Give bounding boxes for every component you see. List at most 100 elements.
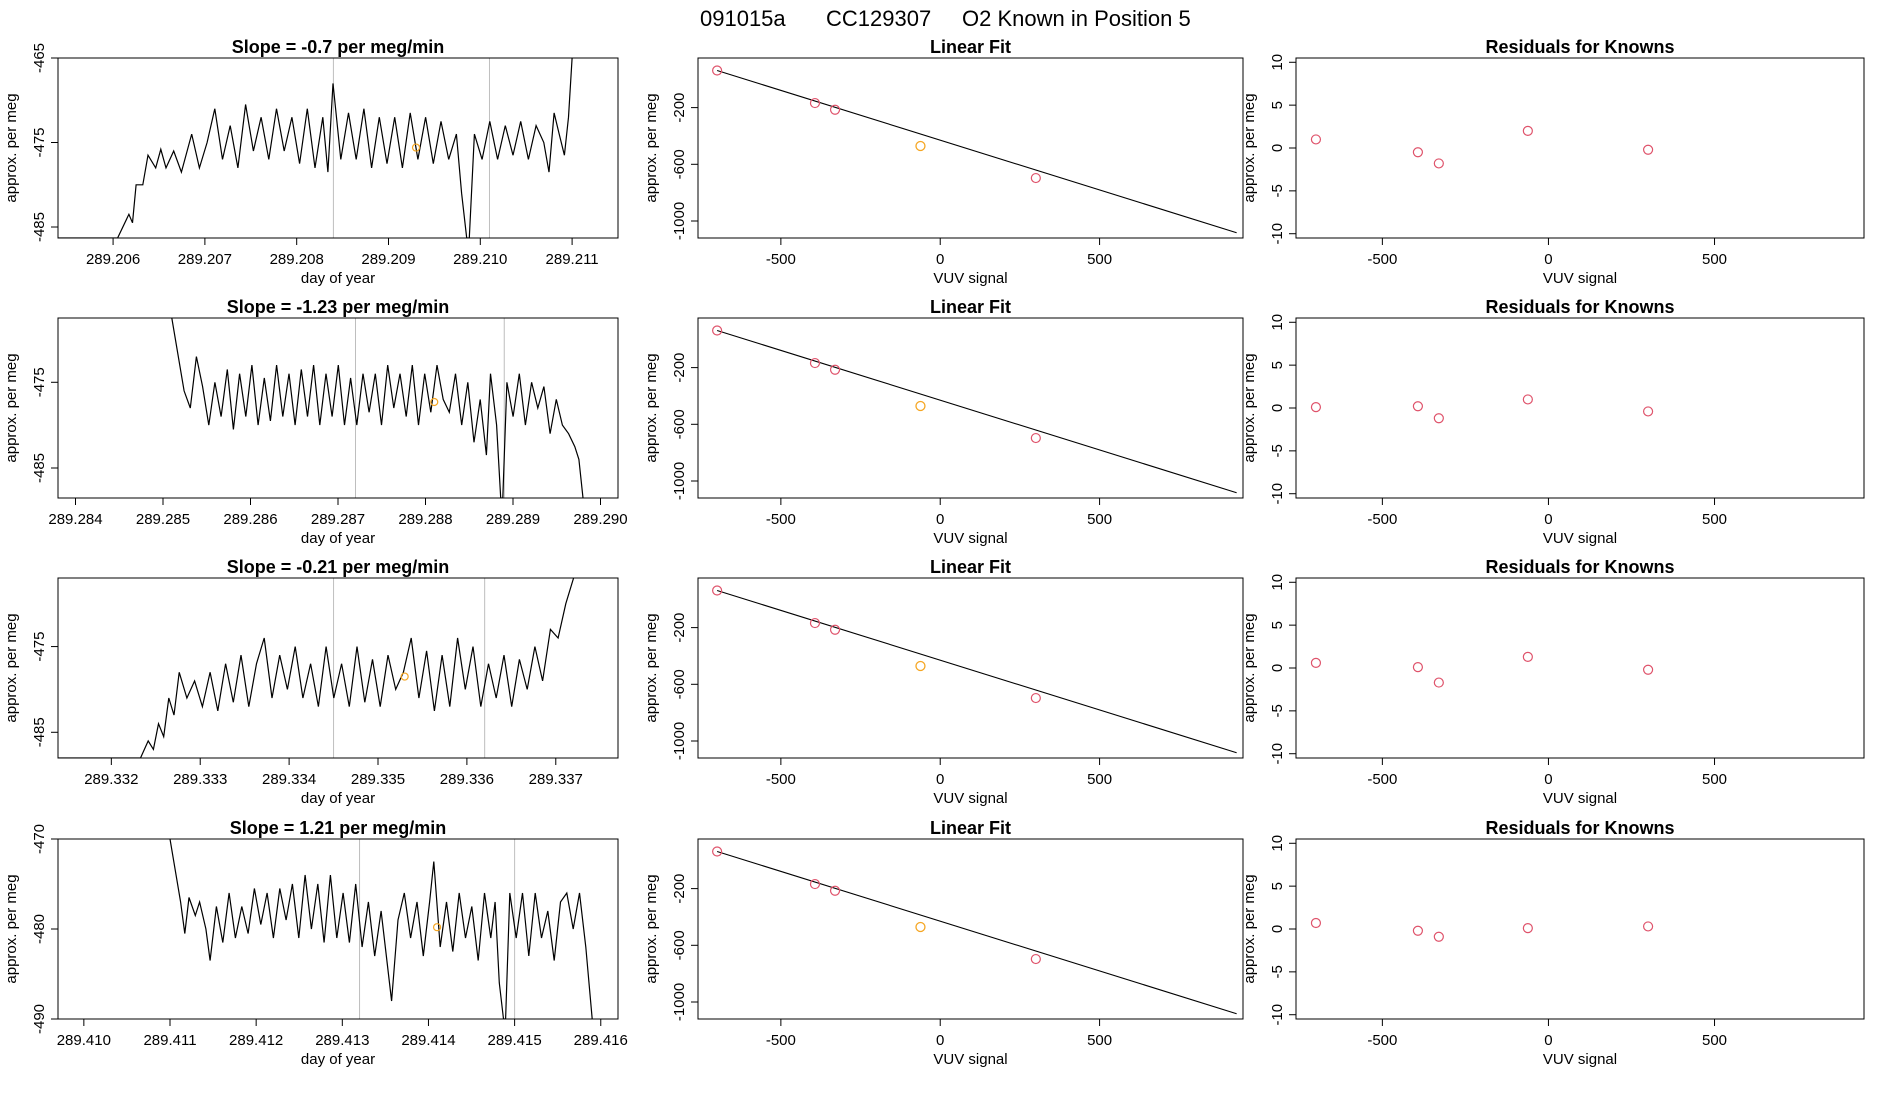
- known-point: [1030, 953, 1041, 965]
- known-point: [1310, 657, 1322, 668]
- y-tick-label: -475: [31, 632, 48, 662]
- plot-area: [169, 839, 593, 1019]
- x-axis-label: VUV signal: [1543, 790, 1617, 807]
- y-axis-label: approx. per meg: [1241, 353, 1258, 462]
- y-axis-label: approx. per meg: [3, 874, 20, 983]
- x-axis: -500 0 500: [1367, 1018, 1727, 1049]
- y-tick-label: -1000: [671, 202, 688, 240]
- x-tick-label: 289.210: [453, 251, 507, 268]
- y-tick-label: 5: [1269, 621, 1286, 629]
- figure-title-id: 091015a: [700, 6, 786, 31]
- figure-title-cylinder: CC129307: [826, 6, 931, 31]
- x-axis: 289.206 289.207 289.208 289.209 289.210 289.2…: [86, 237, 599, 268]
- y-tick-label: -480: [31, 914, 48, 944]
- y-tick-label: -1000: [671, 983, 688, 1021]
- panel-r3c3: Residuals for Knowns VUV signal approx. pe…: [1241, 557, 1865, 807]
- panel-title: Slope = -0.21 per meg/min: [227, 557, 450, 577]
- y-tick-label: -485: [31, 212, 48, 242]
- x-tick-label: 0: [1544, 1032, 1552, 1049]
- y-axis: -475 -485: [31, 367, 59, 483]
- x-tick-label: 0: [936, 511, 944, 528]
- y-tick-label: 5: [1269, 882, 1286, 890]
- panel-title: Slope = 1.21 per meg/min: [230, 818, 447, 838]
- known-point: [1030, 432, 1041, 444]
- signal-trace: [171, 318, 584, 498]
- known-point: [1522, 651, 1533, 662]
- sample-mean-marker: [400, 672, 409, 681]
- y-axis-label: approx. per meg: [643, 93, 660, 202]
- panel-title: Linear Fit: [930, 557, 1011, 577]
- x-tick-label: 0: [1544, 251, 1552, 268]
- known-point: [1310, 917, 1322, 929]
- x-tick-label: 289.410: [57, 1032, 111, 1049]
- plot-frame: [697, 577, 1244, 759]
- panel-r4c1: Slope = 1.21 per meg/min day of year appro…: [3, 818, 628, 1068]
- x-tick-label: -500: [1367, 771, 1397, 788]
- x-tick-label: 289.337: [529, 771, 583, 788]
- x-tick-label: -500: [766, 771, 796, 788]
- panel-r2c3: Residuals for Knowns VUV signal approx. pe…: [1241, 297, 1865, 547]
- x-tick-label: 289.289: [486, 511, 540, 528]
- x-tick-label: 289.208: [270, 251, 324, 268]
- panel-title: Residuals for Knowns: [1485, 37, 1674, 57]
- plot-area: [712, 846, 1237, 1015]
- y-tick-label: 5: [1269, 361, 1286, 369]
- y-tick-label: -200: [671, 93, 688, 123]
- panel-r2c2: Linear Fit VUV signal approx. per meg -500 0…: [643, 297, 1244, 547]
- x-tick-label: 0: [936, 251, 944, 268]
- x-tick-label: 289.207: [178, 251, 232, 268]
- known-point: [712, 846, 723, 857]
- panel-r1c2: Linear Fit VUV signal approx. per meg -500 0…: [643, 37, 1244, 287]
- figure-title-description: O2 Known in Position 5: [962, 6, 1191, 31]
- known-point: [1433, 677, 1444, 688]
- known-point: [1522, 394, 1533, 405]
- known-point: [1522, 923, 1533, 934]
- panel-title: Linear Fit: [930, 37, 1011, 57]
- signal-trace: [58, 58, 573, 238]
- x-axis-label: VUV signal: [933, 270, 1007, 287]
- x-tick-label: 289.206: [86, 251, 140, 268]
- known-point: [829, 364, 841, 375]
- sample-mean-marker: [411, 143, 421, 152]
- panel-title: Residuals for Knowns: [1485, 557, 1674, 577]
- y-tick-label: 10: [1269, 574, 1286, 591]
- y-tick-label: -200: [671, 353, 688, 383]
- known-point: [1433, 158, 1444, 169]
- x-tick-label: 0: [1544, 511, 1552, 528]
- panel-r2c1: Slope = -1.23 per meg/min day of year appr…: [3, 297, 628, 547]
- x-tick-label: -500: [1367, 1032, 1397, 1049]
- panel-r4c3: Residuals for Knowns VUV signal approx. pe…: [1241, 818, 1865, 1068]
- panel-title: Residuals for Knowns: [1485, 297, 1674, 317]
- x-axis-label: VUV signal: [1543, 270, 1617, 287]
- y-tick-label: -5: [1269, 965, 1286, 978]
- x-tick-label: 0: [1544, 771, 1552, 788]
- x-axis-label: VUV signal: [1543, 530, 1617, 547]
- plot-frame: [697, 317, 1244, 499]
- x-tick-label: 289.287: [311, 511, 365, 528]
- x-axis: -500 0 500: [766, 1018, 1112, 1049]
- y-axis: -475 -485: [31, 632, 59, 747]
- panel-r4c2: Linear Fit VUV signal approx. per meg -500 0…: [643, 818, 1244, 1068]
- x-axis: -500 0 500: [766, 757, 1112, 788]
- x-tick-label: 500: [1087, 511, 1112, 528]
- x-tick-label: 500: [1702, 1032, 1727, 1049]
- panel-title: Slope = -1.23 per meg/min: [227, 297, 450, 317]
- x-axis-label: day of year: [301, 270, 375, 287]
- y-tick-label: 0: [1269, 404, 1286, 412]
- x-tick-label: 0: [936, 771, 944, 788]
- figure-title: 091015a CC129307 O2 Known in Position 5: [700, 6, 1191, 31]
- plot-area: [712, 585, 1237, 754]
- plot-area: [712, 325, 1237, 494]
- x-axis-label: VUV signal: [1543, 1051, 1617, 1068]
- x-tick-label: 289.334: [262, 771, 316, 788]
- x-tick-label: 289.286: [223, 511, 277, 528]
- x-tick-label: -500: [1367, 511, 1397, 528]
- y-axis-label: approx. per meg: [643, 613, 660, 722]
- y-axis-label: approx. per meg: [3, 353, 20, 462]
- y-tick-label: -465: [31, 43, 48, 73]
- sample-point: [915, 660, 926, 672]
- x-tick-label: 289.209: [361, 251, 415, 268]
- panel-r1c3: Residuals for Knowns VUV signal approx. pe…: [1241, 37, 1865, 287]
- y-axis: 10 5 0 -5 -10: [1269, 54, 1297, 245]
- y-tick-label: -600: [671, 669, 688, 699]
